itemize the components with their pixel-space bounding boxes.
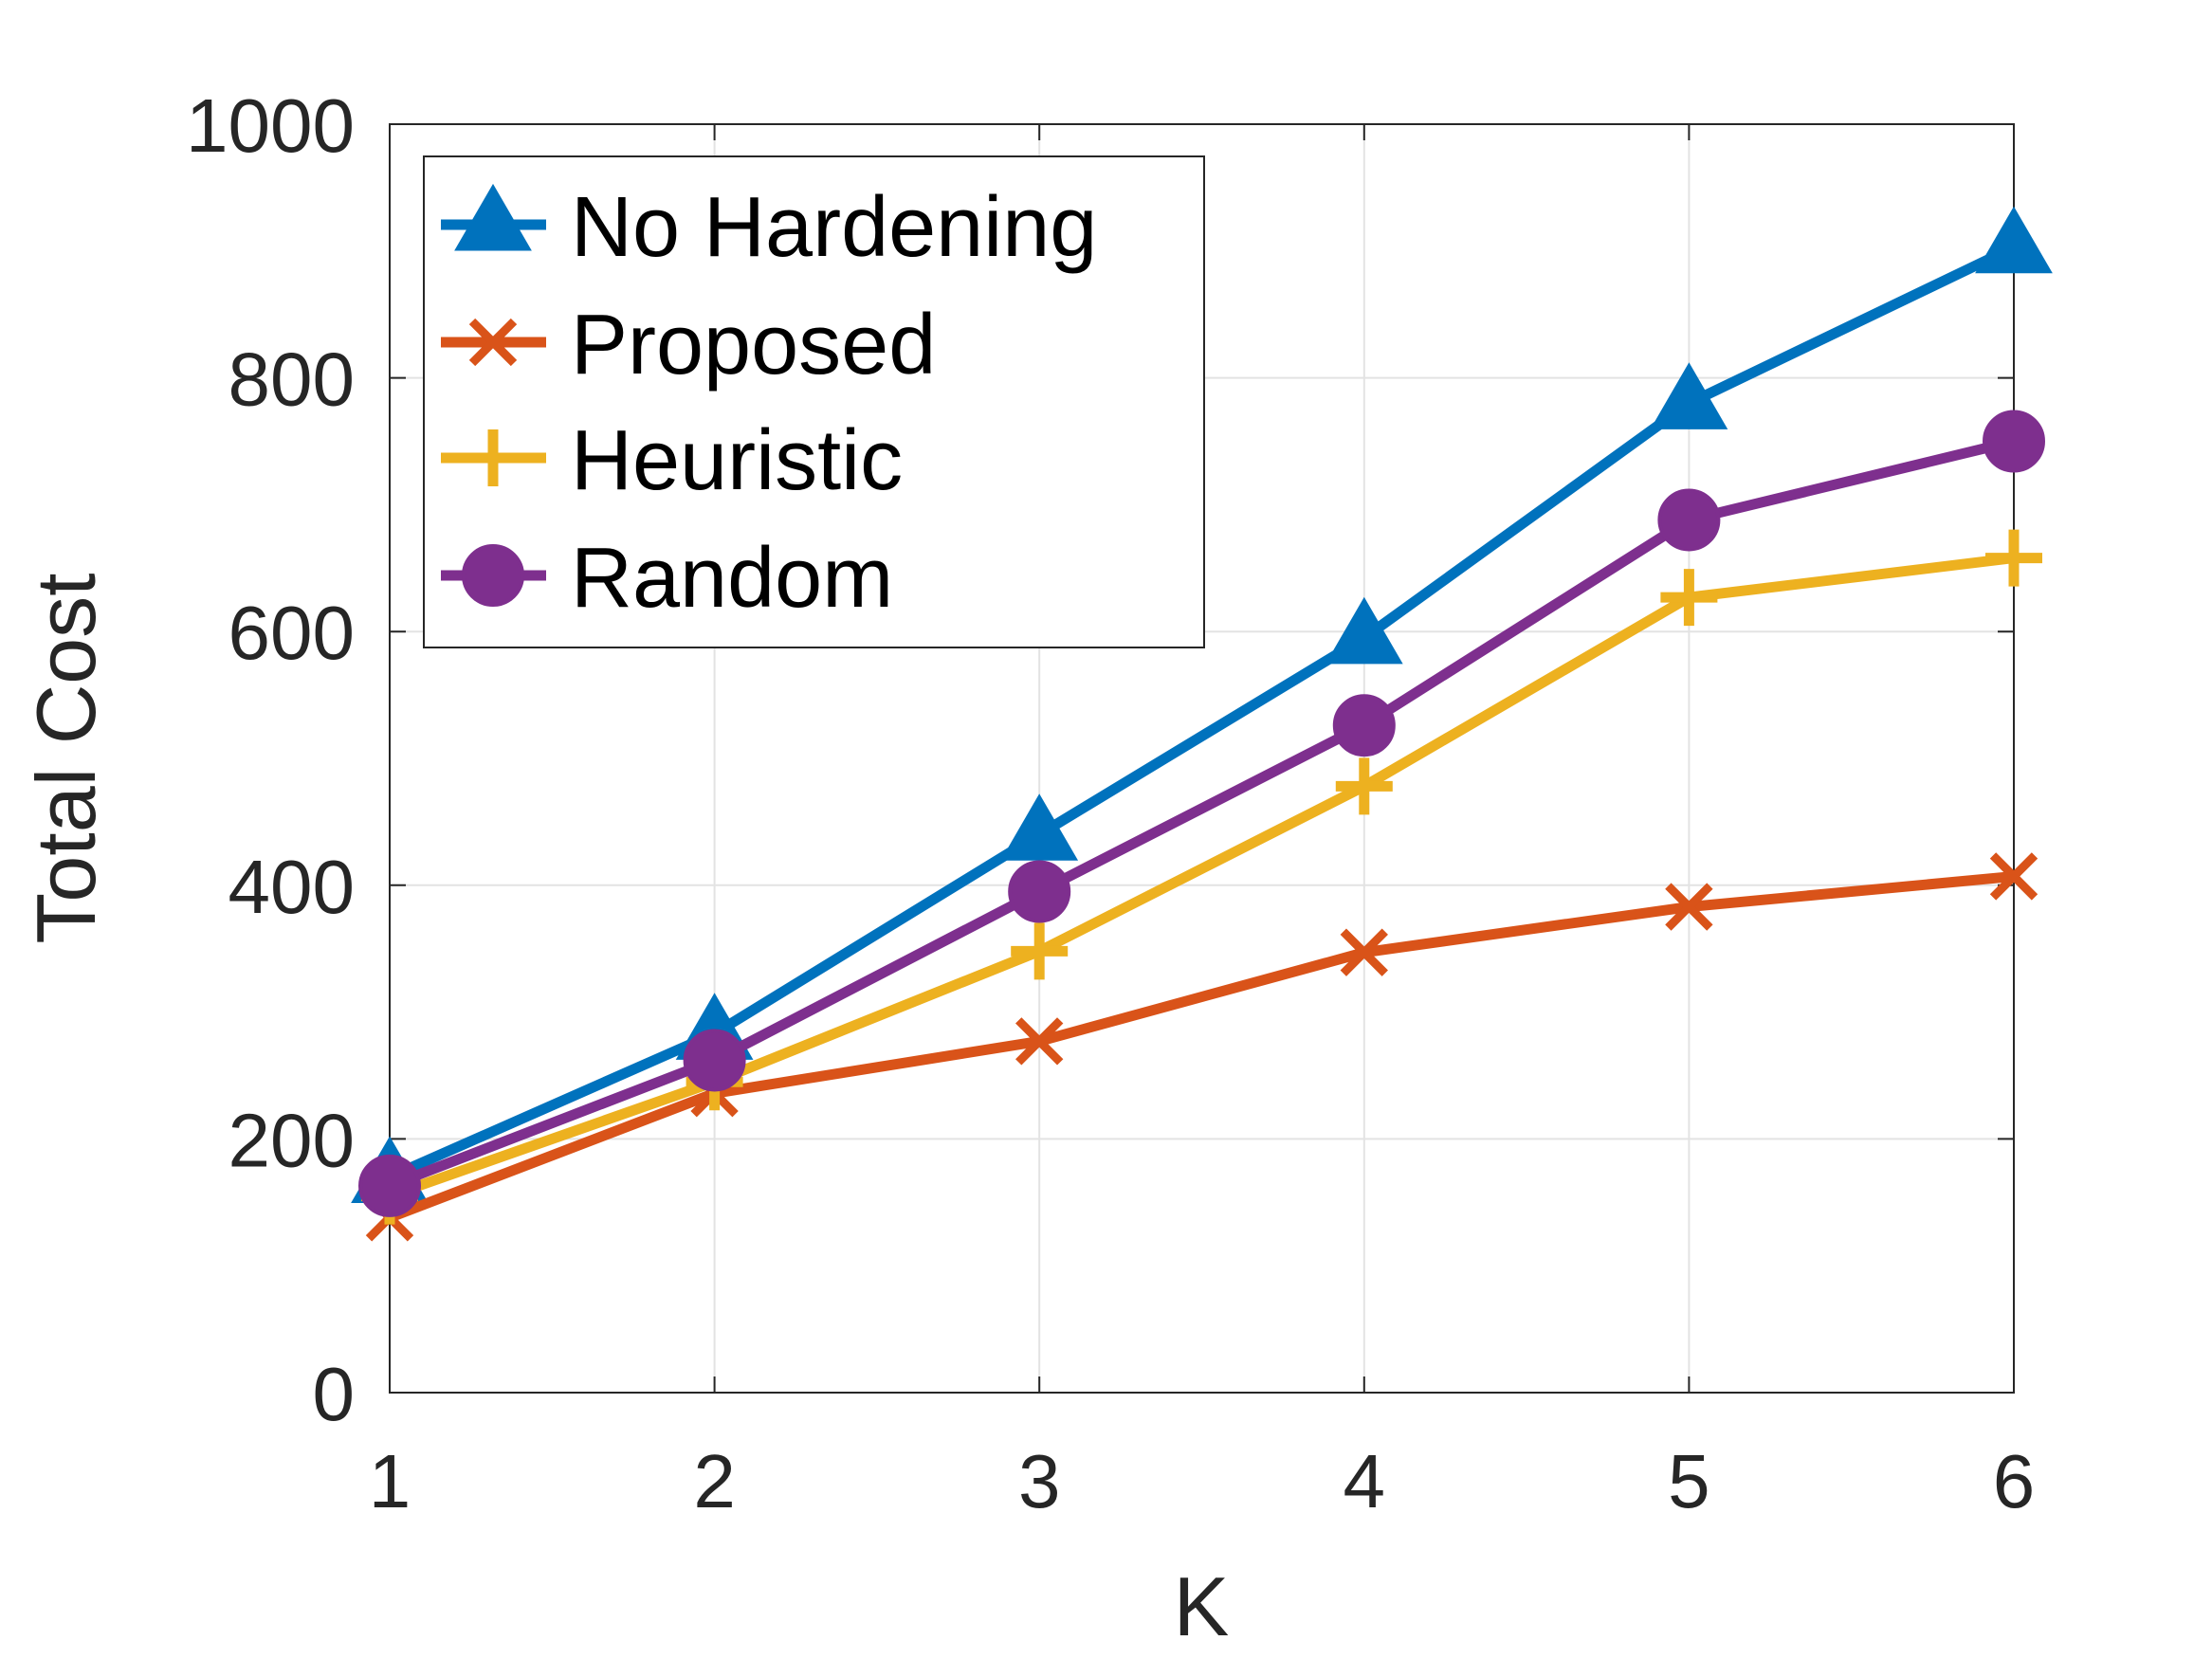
data-point (1989, 852, 2038, 901)
y-tick-label: 200 (229, 1098, 355, 1182)
x-tick-label: 4 (1344, 1439, 1386, 1523)
legend-label: Heuristic (571, 413, 903, 508)
legend-box (423, 155, 1205, 648)
legend: No Hardening Proposed Heuristic Random (423, 155, 1205, 648)
data-point (1011, 922, 1069, 980)
legend-label: Proposed (571, 298, 936, 392)
data-point (1660, 569, 1718, 627)
tick-labels: 1 2 3 4 5 6 0 200 400 600 800 1000 (186, 83, 2035, 1523)
y-axis-label: Total Cost (19, 573, 113, 943)
data-point (1015, 1017, 1064, 1066)
series-line (388, 553, 2015, 1201)
legend-label: No Hardening (571, 180, 1097, 275)
y-tick-label: 600 (229, 591, 355, 675)
series-line (387, 242, 2017, 1182)
legend-item: Proposed (441, 298, 936, 392)
legend-swatch-marker (454, 183, 532, 251)
data-point (1340, 928, 1388, 976)
series-line (388, 436, 2016, 1192)
x-tick-label: 1 (369, 1439, 411, 1523)
legend-label: Random (571, 531, 893, 626)
legend-items: No Hardening Proposed Heuristic Random (441, 180, 1097, 626)
series-random (358, 410, 2045, 1217)
data-point (1650, 362, 1728, 429)
legend-item: No Hardening (441, 180, 1097, 275)
plot-frame (389, 123, 2015, 1394)
data-point (1000, 793, 1079, 861)
legend-swatch-marker (465, 429, 521, 486)
series-line (388, 870, 2015, 1223)
y-tick-label: 400 (229, 845, 355, 929)
data-point (683, 1029, 746, 1092)
data-point (1975, 206, 2053, 274)
series-layer (351, 206, 2053, 1242)
data-point (1332, 694, 1396, 757)
y-tick-label: 0 (313, 1352, 356, 1436)
data-point (1985, 529, 2042, 587)
data-point (1008, 860, 1071, 923)
data-point (358, 1154, 421, 1217)
y-tick-label: 800 (229, 337, 355, 422)
x-tick-label: 2 (693, 1439, 736, 1523)
y-tick-label: 1000 (186, 83, 355, 168)
data-point (1983, 410, 2045, 473)
x-tick-label: 6 (1993, 1439, 2036, 1523)
x-tick-label: 3 (1018, 1439, 1061, 1523)
x-tick-label: 5 (1668, 1439, 1710, 1523)
legend-item: Heuristic (441, 413, 903, 508)
legend-item: Random (441, 531, 893, 626)
data-point (1335, 757, 1393, 815)
legend-swatch-marker (462, 544, 524, 607)
data-point (1325, 596, 1403, 665)
data-point (1665, 883, 1713, 931)
data-point (1657, 488, 1721, 552)
legend-swatch-marker (468, 318, 518, 367)
x-axis-label: K (1174, 1559, 1230, 1653)
